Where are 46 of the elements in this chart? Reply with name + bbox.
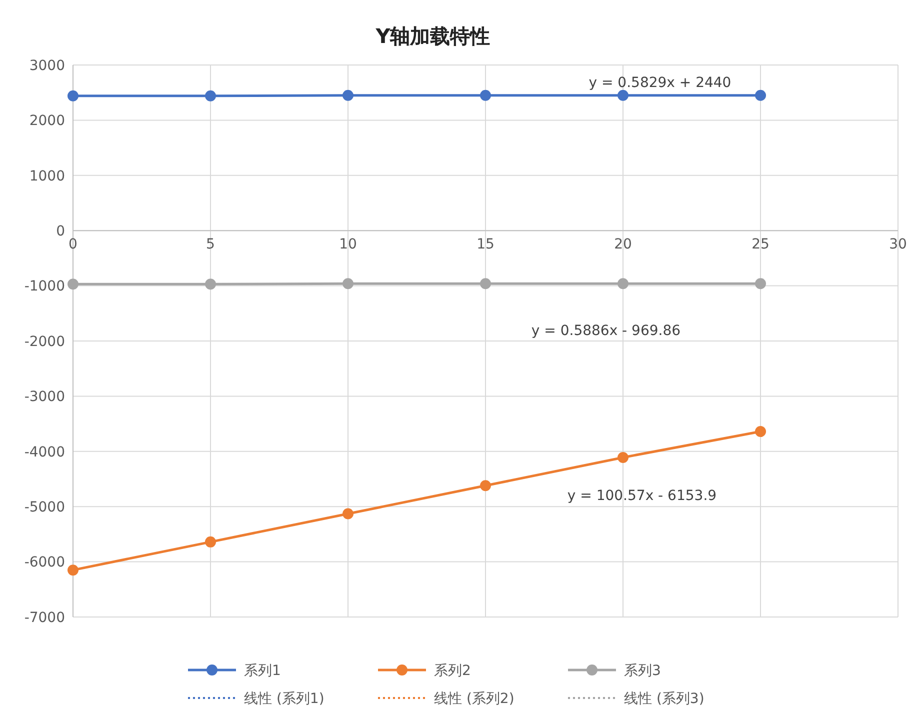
annotation: y = 0.5886x - 969.86 [531, 322, 681, 339]
y-tick-label: 3000 [29, 58, 65, 74]
y-tick-label: 2000 [29, 113, 65, 130]
x-tick-label: 30 [889, 236, 907, 253]
point [68, 564, 78, 576]
point [342, 508, 354, 520]
legend-label: 线性 (系列2) [434, 690, 514, 706]
legend-label: 系列2 [434, 662, 471, 679]
point [755, 90, 766, 101]
point [342, 278, 354, 290]
y-tick-label: -1000 [24, 278, 65, 295]
point [618, 90, 628, 101]
annotation: y = 100.57x - 6153.9 [567, 488, 717, 504]
x-tick-label: 20 [614, 236, 632, 253]
point [755, 278, 766, 290]
x-tick-label: 10 [339, 236, 357, 253]
legend-label: 线性 (系列1) [244, 690, 324, 706]
point [618, 452, 628, 463]
y-tick-label: -2000 [24, 334, 65, 350]
point [480, 480, 491, 492]
point [618, 278, 628, 290]
x-tick-label: 0 [68, 236, 78, 253]
legend-label: 系列3 [624, 662, 661, 679]
y-tick-label: 1000 [29, 168, 65, 184]
point [755, 426, 766, 438]
y-tick-label: -4000 [24, 444, 65, 460]
chart-title: Y轴加载特性 [374, 24, 490, 48]
y-tick-label: 0 [56, 224, 65, 240]
x-tick-label: 15 [476, 236, 494, 253]
x-tick-label: 5 [206, 236, 215, 253]
point [205, 90, 216, 102]
point [342, 90, 354, 101]
point [205, 536, 216, 548]
point [480, 90, 491, 101]
point [480, 278, 491, 290]
y-tick-label: -5000 [24, 500, 65, 516]
x-tick-label: 25 [752, 236, 770, 253]
legend-label: 线性 (系列3) [624, 690, 704, 706]
y-tick-label: -7000 [24, 610, 65, 626]
y-tick-label: -3000 [24, 389, 65, 406]
point [68, 278, 78, 290]
point [205, 278, 216, 290]
y-tick-label: -6000 [24, 554, 65, 571]
point [68, 90, 78, 102]
annotation: y = 0.5829x + 2440 [588, 74, 732, 91]
legend-label: 系列1 [244, 662, 281, 679]
